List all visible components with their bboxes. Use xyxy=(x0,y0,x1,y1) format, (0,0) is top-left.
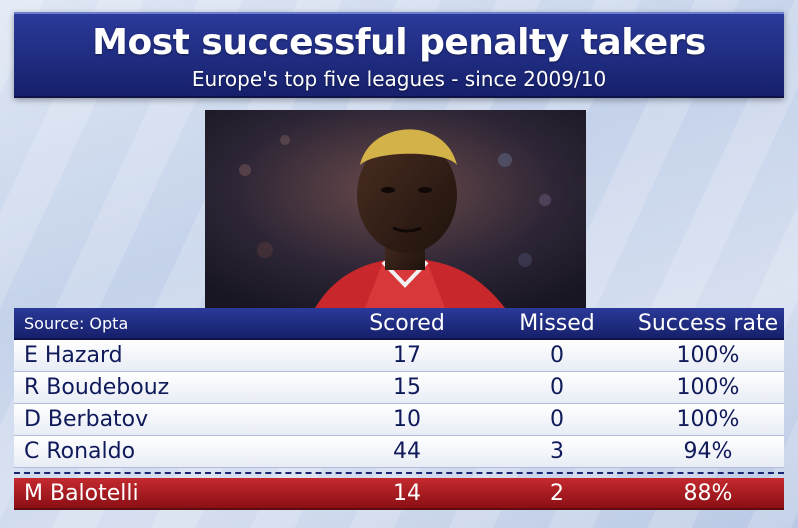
missed-value: 3 xyxy=(550,439,564,464)
player-name: R Boudebouz xyxy=(24,375,170,400)
title-panel: Most successful penalty takers Europe's … xyxy=(14,12,784,98)
player-name: D Berbatov xyxy=(24,407,149,432)
column-header-success-rate: Success rate xyxy=(637,310,779,336)
table-row: E Hazard 17 0 100% xyxy=(14,340,784,372)
player-name: E Hazard xyxy=(24,343,123,368)
scored-value: 14 xyxy=(393,480,421,506)
success-rate-value: 100% xyxy=(676,343,740,368)
scored-value: 15 xyxy=(393,375,421,400)
scored-value: 10 xyxy=(393,407,421,432)
success-rate-value: 100% xyxy=(676,375,740,400)
success-rate-value: 100% xyxy=(676,407,740,432)
penalty-table: Source: Opta Scored Missed Success rate … xyxy=(14,308,784,510)
scored-value: 17 xyxy=(393,343,421,368)
player-name: C Ronaldo xyxy=(24,439,136,464)
success-rate-value: 94% xyxy=(683,439,733,464)
missed-value: 2 xyxy=(550,480,564,506)
column-header-missed: Missed xyxy=(519,310,595,336)
highlight-row: M Balotelli 14 2 88% xyxy=(14,478,784,510)
player-photo-illustration xyxy=(205,110,586,308)
missed-value: 0 xyxy=(550,407,564,432)
source-label: Source: Opta xyxy=(24,313,129,333)
table-row: R Boudebouz 15 0 100% xyxy=(14,372,784,404)
table-row: D Berbatov 10 0 100% xyxy=(14,404,784,436)
dashed-divider xyxy=(14,468,784,478)
table-row: C Ronaldo 44 3 94% xyxy=(14,436,784,468)
scored-value: 44 xyxy=(393,439,421,464)
graphic-title: Most successful penalty takers xyxy=(92,22,706,63)
table-header: Source: Opta Scored Missed Success rate xyxy=(14,308,784,340)
success-rate-value: 88% xyxy=(683,480,733,506)
column-header-scored: Scored xyxy=(369,310,445,336)
missed-value: 0 xyxy=(550,375,564,400)
missed-value: 0 xyxy=(550,343,564,368)
player-photo xyxy=(205,110,586,308)
graphic-subtitle: Europe's top five leagues - since 2009/1… xyxy=(191,67,607,91)
player-name: M Balotelli xyxy=(24,480,139,506)
